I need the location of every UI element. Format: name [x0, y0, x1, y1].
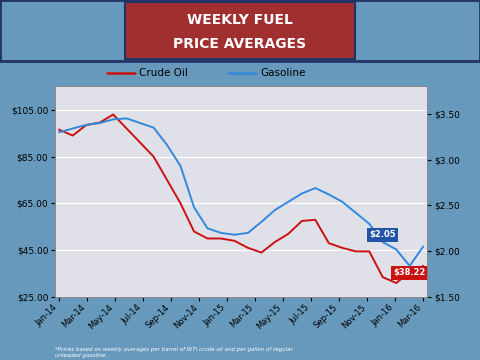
FancyBboxPatch shape — [125, 3, 355, 59]
Text: Gasoline: Gasoline — [260, 68, 306, 78]
Text: *Prices based on weekly averages per barrel of WTI crude oil and per gallon of r: *Prices based on weekly averages per bar… — [55, 347, 293, 358]
Text: PRICE AVERAGES: PRICE AVERAGES — [173, 37, 307, 51]
Text: $38.22: $38.22 — [394, 266, 426, 278]
Text: WEEKLY FUEL: WEEKLY FUEL — [187, 13, 293, 27]
Text: $2.05: $2.05 — [369, 230, 396, 239]
Text: Crude Oil: Crude Oil — [139, 68, 188, 78]
